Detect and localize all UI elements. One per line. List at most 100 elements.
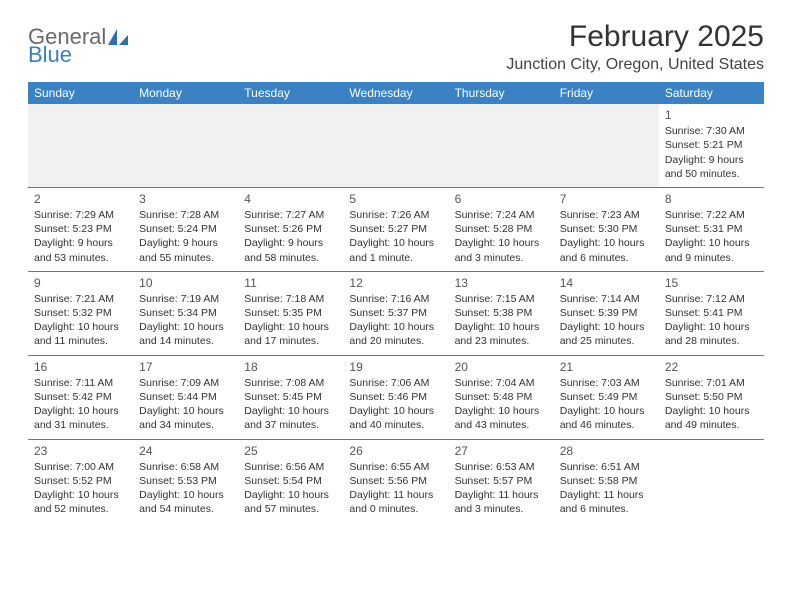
sunrise-text: Sunrise: 7:21 AM [34,292,127,306]
day-cell: 5Sunrise: 7:26 AMSunset: 5:27 PMDaylight… [343,188,448,271]
daylight-text-1: Daylight: 10 hours [349,320,442,334]
day-cell: 28Sunrise: 6:51 AMSunset: 5:58 PMDayligh… [554,440,659,523]
daylight-text-2: and 20 minutes. [349,334,442,348]
week-row: 23Sunrise: 7:00 AMSunset: 5:52 PMDayligh… [28,439,764,523]
daylight-text-2: and 9 minutes. [665,251,758,265]
sunrise-text: Sunrise: 7:04 AM [455,376,548,390]
day-number: 21 [560,359,653,375]
sunset-text: Sunset: 5:57 PM [455,474,548,488]
day-cell: 12Sunrise: 7:16 AMSunset: 5:37 PMDayligh… [343,272,448,355]
day-number: 4 [244,191,337,207]
sunset-text: Sunset: 5:35 PM [244,306,337,320]
day-cell: 9Sunrise: 7:21 AMSunset: 5:32 PMDaylight… [28,272,133,355]
weekday-monday: Monday [133,82,238,104]
sunset-text: Sunset: 5:23 PM [34,222,127,236]
sunset-text: Sunset: 5:28 PM [455,222,548,236]
day-cell: 26Sunrise: 6:55 AMSunset: 5:56 PMDayligh… [343,440,448,523]
daylight-text-1: Daylight: 10 hours [139,320,232,334]
sunrise-text: Sunrise: 7:14 AM [560,292,653,306]
sunrise-text: Sunrise: 7:03 AM [560,376,653,390]
daylight-text-1: Daylight: 10 hours [560,236,653,250]
sunrise-text: Sunrise: 7:27 AM [244,208,337,222]
sunset-text: Sunset: 5:37 PM [349,306,442,320]
daylight-text-2: and 6 minutes. [560,251,653,265]
day-number: 13 [455,275,548,291]
daylight-text-2: and 49 minutes. [665,418,758,432]
daylight-text-2: and 37 minutes. [244,418,337,432]
week-row: 1Sunrise: 7:30 AMSunset: 5:21 PMDaylight… [28,104,764,187]
sunrise-text: Sunrise: 7:28 AM [139,208,232,222]
day-cell: 8Sunrise: 7:22 AMSunset: 5:31 PMDaylight… [659,188,764,271]
daylight-text-1: Daylight: 10 hours [560,320,653,334]
daylight-text-1: Daylight: 10 hours [560,404,653,418]
sunset-text: Sunset: 5:27 PM [349,222,442,236]
sunrise-text: Sunrise: 7:00 AM [34,460,127,474]
sunset-text: Sunset: 5:26 PM [244,222,337,236]
daylight-text-2: and 34 minutes. [139,418,232,432]
day-cell: 4Sunrise: 7:27 AMSunset: 5:26 PMDaylight… [238,188,343,271]
sunrise-text: Sunrise: 7:18 AM [244,292,337,306]
day-number: 22 [665,359,758,375]
weeks-container: 1Sunrise: 7:30 AMSunset: 5:21 PMDaylight… [28,104,764,522]
sunrise-text: Sunrise: 7:11 AM [34,376,127,390]
sunset-text: Sunset: 5:39 PM [560,306,653,320]
daylight-text-1: Daylight: 9 hours [244,236,337,250]
sail-icon [108,27,128,49]
month-title: February 2025 [506,20,764,54]
daylight-text-1: Daylight: 10 hours [139,488,232,502]
day-number: 20 [455,359,548,375]
day-cell: 13Sunrise: 7:15 AMSunset: 5:38 PMDayligh… [449,272,554,355]
day-number: 1 [665,107,758,123]
sunset-text: Sunset: 5:34 PM [139,306,232,320]
day-number: 11 [244,275,337,291]
daylight-text-2: and 55 minutes. [139,251,232,265]
sunset-text: Sunset: 5:38 PM [455,306,548,320]
daylight-text-2: and 3 minutes. [455,251,548,265]
logo: GeneralBlue [28,20,128,66]
sunrise-text: Sunrise: 6:56 AM [244,460,337,474]
sunrise-text: Sunrise: 7:23 AM [560,208,653,222]
day-cell: 10Sunrise: 7:19 AMSunset: 5:34 PMDayligh… [133,272,238,355]
day-number: 9 [34,275,127,291]
sunrise-text: Sunrise: 6:51 AM [560,460,653,474]
day-cell: 25Sunrise: 6:56 AMSunset: 5:54 PMDayligh… [238,440,343,523]
daylight-text-2: and 17 minutes. [244,334,337,348]
daylight-text-2: and 58 minutes. [244,251,337,265]
day-cell: 16Sunrise: 7:11 AMSunset: 5:42 PMDayligh… [28,356,133,439]
sunrise-text: Sunrise: 7:09 AM [139,376,232,390]
weekday-header-row: Sunday Monday Tuesday Wednesday Thursday… [28,82,764,104]
daylight-text-1: Daylight: 10 hours [244,488,337,502]
day-cell: 7Sunrise: 7:23 AMSunset: 5:30 PMDaylight… [554,188,659,271]
day-number: 7 [560,191,653,207]
sunrise-text: Sunrise: 7:29 AM [34,208,127,222]
day-number: 2 [34,191,127,207]
week-row: 16Sunrise: 7:11 AMSunset: 5:42 PMDayligh… [28,355,764,439]
daylight-text-2: and 31 minutes. [34,418,127,432]
day-number: 8 [665,191,758,207]
day-cell [554,104,659,187]
calendar-page: GeneralBlue February 2025 Junction City,… [0,0,792,542]
daylight-text-2: and 43 minutes. [455,418,548,432]
day-cell [238,104,343,187]
day-cell: 11Sunrise: 7:18 AMSunset: 5:35 PMDayligh… [238,272,343,355]
title-block: February 2025 Junction City, Oregon, Uni… [506,20,764,74]
daylight-text-1: Daylight: 10 hours [34,404,127,418]
day-cell [659,440,764,523]
daylight-text-2: and 14 minutes. [139,334,232,348]
daylight-text-1: Daylight: 10 hours [455,236,548,250]
week-row: 9Sunrise: 7:21 AMSunset: 5:32 PMDaylight… [28,271,764,355]
sunset-text: Sunset: 5:50 PM [665,390,758,404]
day-number: 17 [139,359,232,375]
day-number: 23 [34,443,127,459]
daylight-text-2: and 0 minutes. [349,502,442,516]
header: GeneralBlue February 2025 Junction City,… [28,20,764,74]
daylight-text-1: Daylight: 10 hours [665,236,758,250]
location: Junction City, Oregon, United States [506,56,764,74]
daylight-text-2: and 57 minutes. [244,502,337,516]
sunrise-text: Sunrise: 6:55 AM [349,460,442,474]
daylight-text-1: Daylight: 9 hours [139,236,232,250]
sunrise-text: Sunrise: 7:01 AM [665,376,758,390]
sunrise-text: Sunrise: 7:15 AM [455,292,548,306]
day-cell: 6Sunrise: 7:24 AMSunset: 5:28 PMDaylight… [449,188,554,271]
day-cell: 3Sunrise: 7:28 AMSunset: 5:24 PMDaylight… [133,188,238,271]
